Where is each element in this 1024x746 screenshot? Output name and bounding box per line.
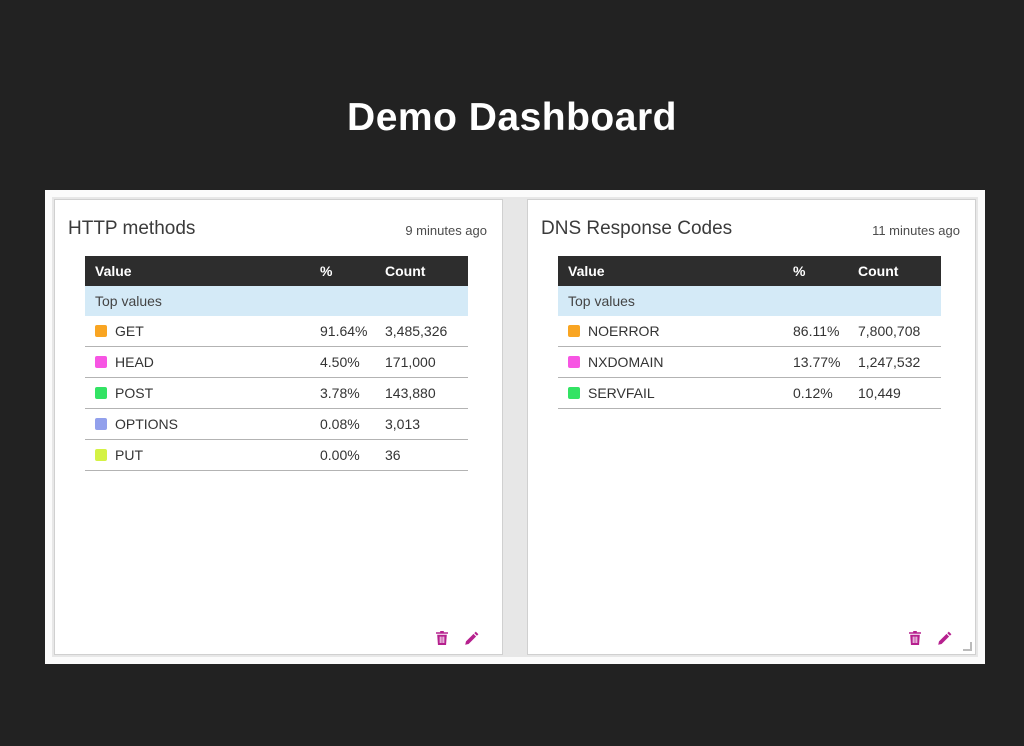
- series-color-swatch: [568, 325, 580, 337]
- table-header-row: Value % Count: [558, 256, 941, 286]
- row-percent: 0.00%: [320, 439, 385, 471]
- pencil-icon: [465, 631, 479, 645]
- table-row: GET 91.64% 3,485,326: [85, 316, 468, 347]
- row-percent: 0.08%: [320, 408, 385, 440]
- column-header-count: Count: [858, 256, 941, 286]
- dashboard-container: HTTP methods 9 minutes ago Value % Count…: [45, 190, 985, 664]
- panel-dns-response-codes: DNS Response Codes 11 minutes ago Value …: [527, 199, 976, 655]
- row-count: 171,000: [385, 346, 468, 378]
- panel-header: HTTP methods 9 minutes ago: [55, 200, 502, 253]
- row-label: HEAD: [115, 354, 154, 370]
- edit-panel-button[interactable]: [465, 631, 479, 645]
- row-count: 1,247,532: [858, 346, 941, 378]
- row-label: GET: [115, 323, 144, 339]
- section-label: Top values: [85, 286, 468, 316]
- delete-panel-button[interactable]: [436, 631, 448, 645]
- last-updated-label: 9 minutes ago: [405, 223, 487, 238]
- section-row: Top values: [558, 286, 941, 316]
- row-percent: 13.77%: [793, 346, 858, 378]
- series-color-swatch: [95, 356, 107, 368]
- series-color-swatch: [95, 387, 107, 399]
- section-row: Top values: [85, 286, 468, 316]
- panel-title: DNS Response Codes: [541, 218, 733, 239]
- trash-icon: [436, 631, 448, 645]
- table-row: NOERROR 86.11% 7,800,708: [558, 316, 941, 347]
- row-label: OPTIONS: [115, 416, 179, 432]
- column-header-percent: %: [320, 256, 385, 286]
- series-color-swatch: [95, 449, 107, 461]
- row-label: POST: [115, 385, 154, 401]
- row-label: PUT: [115, 447, 143, 463]
- top-values-table: Value % Count Top values GET 91.64% 3,48…: [85, 256, 468, 471]
- panel-title: HTTP methods: [68, 218, 196, 239]
- panel-resize-handle[interactable]: [963, 642, 972, 651]
- row-count: 3,013: [385, 408, 468, 440]
- row-count: 7,800,708: [858, 316, 941, 347]
- delete-panel-button[interactable]: [909, 631, 921, 645]
- row-label: NOERROR: [588, 323, 660, 339]
- row-percent: 91.64%: [320, 316, 385, 347]
- series-color-swatch: [95, 418, 107, 430]
- row-count: 36: [385, 439, 468, 471]
- series-color-swatch: [95, 325, 107, 337]
- last-updated-label: 11 minutes ago: [872, 223, 960, 238]
- row-label: SERVFAIL: [588, 385, 655, 401]
- table-header-row: Value % Count: [85, 256, 468, 286]
- dashboard-title: Demo Dashboard: [347, 96, 677, 139]
- row-label: NXDOMAIN: [588, 354, 664, 370]
- row-percent: 0.12%: [793, 377, 858, 409]
- series-color-swatch: [568, 356, 580, 368]
- table-row: NXDOMAIN 13.77% 1,247,532: [558, 346, 941, 378]
- top-values-table: Value % Count Top values NOERROR 86.11% …: [558, 256, 941, 409]
- section-label: Top values: [558, 286, 941, 316]
- panel-header: DNS Response Codes 11 minutes ago: [528, 200, 975, 253]
- table-row: PUT 0.00% 36: [85, 439, 468, 471]
- panel-actions: [909, 631, 952, 645]
- panel-http-methods: HTTP methods 9 minutes ago Value % Count…: [54, 199, 503, 655]
- edit-panel-button[interactable]: [938, 631, 952, 645]
- pencil-icon: [938, 631, 952, 645]
- column-header-value: Value: [558, 256, 793, 286]
- table-row: SERVFAIL 0.12% 10,449: [558, 377, 941, 409]
- row-percent: 3.78%: [320, 377, 385, 409]
- row-percent: 86.11%: [793, 316, 858, 347]
- row-count: 3,485,326: [385, 316, 468, 347]
- row-percent: 4.50%: [320, 346, 385, 378]
- column-header-count: Count: [385, 256, 468, 286]
- table-row: OPTIONS 0.08% 3,013: [85, 408, 468, 440]
- row-count: 10,449: [858, 377, 941, 409]
- table-row: HEAD 4.50% 171,000: [85, 346, 468, 378]
- series-color-swatch: [568, 387, 580, 399]
- table-row: POST 3.78% 143,880: [85, 377, 468, 409]
- column-header-percent: %: [793, 256, 858, 286]
- column-header-value: Value: [85, 256, 320, 286]
- panel-actions: [436, 631, 479, 645]
- row-count: 143,880: [385, 377, 468, 409]
- trash-icon: [909, 631, 921, 645]
